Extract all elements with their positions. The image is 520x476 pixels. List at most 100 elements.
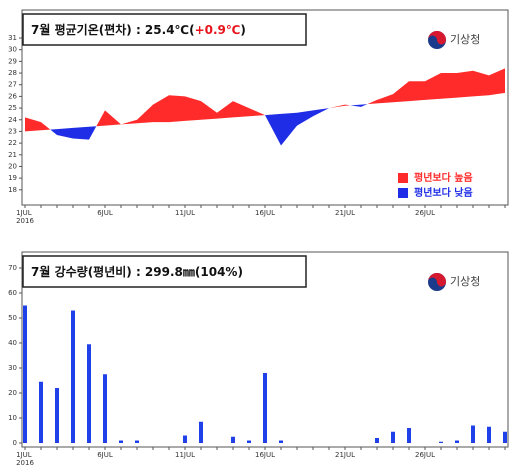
title-box (22, 255, 307, 288)
deviation-area (297, 110, 313, 126)
deviation-area (57, 127, 73, 139)
title-part: ) (240, 23, 245, 37)
deviation-area (169, 95, 185, 123)
logo-text: 기상청 (450, 33, 480, 46)
bar (263, 373, 267, 443)
chart-title: 7월 강수량(평년비) : 299.8㎜(104%) (31, 264, 243, 279)
y-tick-label: 29 (8, 57, 17, 65)
bar (39, 381, 43, 443)
x-tick-label: 6JUL (97, 451, 113, 459)
x-tick-label: 16JUL (255, 209, 275, 217)
bar (103, 374, 107, 443)
y-tick-label: 26 (8, 92, 17, 100)
deviation-area (377, 94, 393, 104)
deviation-area (50, 129, 57, 135)
bar (183, 435, 187, 443)
bar (487, 426, 491, 443)
bar (247, 440, 251, 443)
bar (87, 344, 91, 443)
deviation-area (393, 81, 409, 103)
deviation-area (473, 70, 489, 97)
deviation-area (361, 104, 368, 107)
y-tick-label: 30 (8, 364, 17, 372)
y-tick-label: 70 (8, 264, 17, 272)
bar (231, 436, 235, 443)
y-tick-label: 60 (8, 289, 17, 297)
y-tick-label: 31 (8, 34, 17, 42)
bar (471, 425, 475, 443)
bar (455, 440, 459, 443)
deviation-area (281, 112, 297, 146)
y-tick-label: 18 (8, 186, 17, 194)
x-tick-label: 26JUL (415, 451, 435, 459)
bar (279, 440, 283, 443)
deviation-area (217, 101, 233, 119)
deviation-area (153, 95, 169, 123)
deviation-area (201, 101, 217, 120)
bar (135, 440, 139, 443)
bar (199, 421, 203, 443)
y-tick-label: 30 (8, 46, 17, 54)
y-tick-label: 50 (8, 314, 17, 322)
deviation-area (105, 110, 121, 126)
title-box (22, 13, 307, 46)
logo-icon (428, 31, 446, 45)
deviation-area (41, 122, 51, 131)
x-tick-label: 11JUL (175, 451, 195, 459)
x-tick-label: 26JUL (415, 209, 435, 217)
x-tick-label: 16JUL (255, 451, 275, 459)
chart-title: 7월 평균기온(편차) : 25.4℃(+0.9℃) (31, 22, 246, 37)
y-tick-label: 40 (8, 339, 17, 347)
deviation-area (345, 104, 351, 106)
title-part: 7월 강수량(평년비) : 299.8㎜(104%) (31, 264, 243, 279)
bar (407, 428, 411, 443)
deviation-area (489, 68, 505, 96)
deviation-area (137, 104, 153, 124)
deviation-area (233, 101, 249, 118)
logo-icon (428, 273, 446, 287)
deviation-area (313, 108, 329, 117)
y-tick-label: 27 (8, 81, 17, 89)
title-part: +0.9℃ (195, 23, 241, 37)
y-tick-label: 20 (8, 162, 17, 170)
y-tick-label: 20 (8, 389, 17, 397)
legend-swatch (398, 188, 408, 198)
legend-label: 평년보다 낮음 (414, 186, 473, 199)
deviation-area (425, 73, 441, 100)
title-part: 7월 평균기온(편차) : 25.4℃( (31, 22, 195, 37)
bar (439, 441, 443, 443)
y-tick-label: 23 (8, 127, 17, 135)
logo-text: 기상청 (450, 275, 480, 288)
y-tick-label: 0 (13, 439, 17, 447)
y-tick-label: 25 (8, 104, 17, 112)
deviation-area (457, 70, 473, 98)
deviation-area (185, 96, 201, 121)
x-tick-label: 11JUL (175, 209, 195, 217)
deviation-area (96, 110, 105, 127)
bar (55, 388, 59, 443)
deviation-area (329, 104, 345, 109)
deviation-area (121, 119, 137, 125)
x-tick-label: 6JUL (97, 209, 113, 217)
bar (503, 431, 507, 443)
bar (391, 431, 395, 443)
x-tick-label: 1JUL 2016 (16, 451, 34, 467)
x-tick-label: 21JUL (335, 209, 355, 217)
bar (375, 438, 379, 443)
bar (71, 310, 75, 443)
deviation-area (249, 108, 265, 117)
deviation-area (350, 104, 361, 107)
legend-swatch (398, 173, 408, 183)
y-tick-label: 24 (8, 116, 17, 124)
deviation-area (73, 126, 89, 140)
legend-label: 평년보다 높음 (414, 171, 473, 184)
deviation-area (409, 81, 425, 102)
y-tick-label: 21 (8, 151, 17, 159)
deviation-area (367, 99, 377, 105)
y-tick-label: 22 (8, 139, 17, 147)
y-tick-label: 10 (8, 414, 17, 422)
deviation-area (441, 73, 457, 99)
bar (119, 440, 123, 443)
